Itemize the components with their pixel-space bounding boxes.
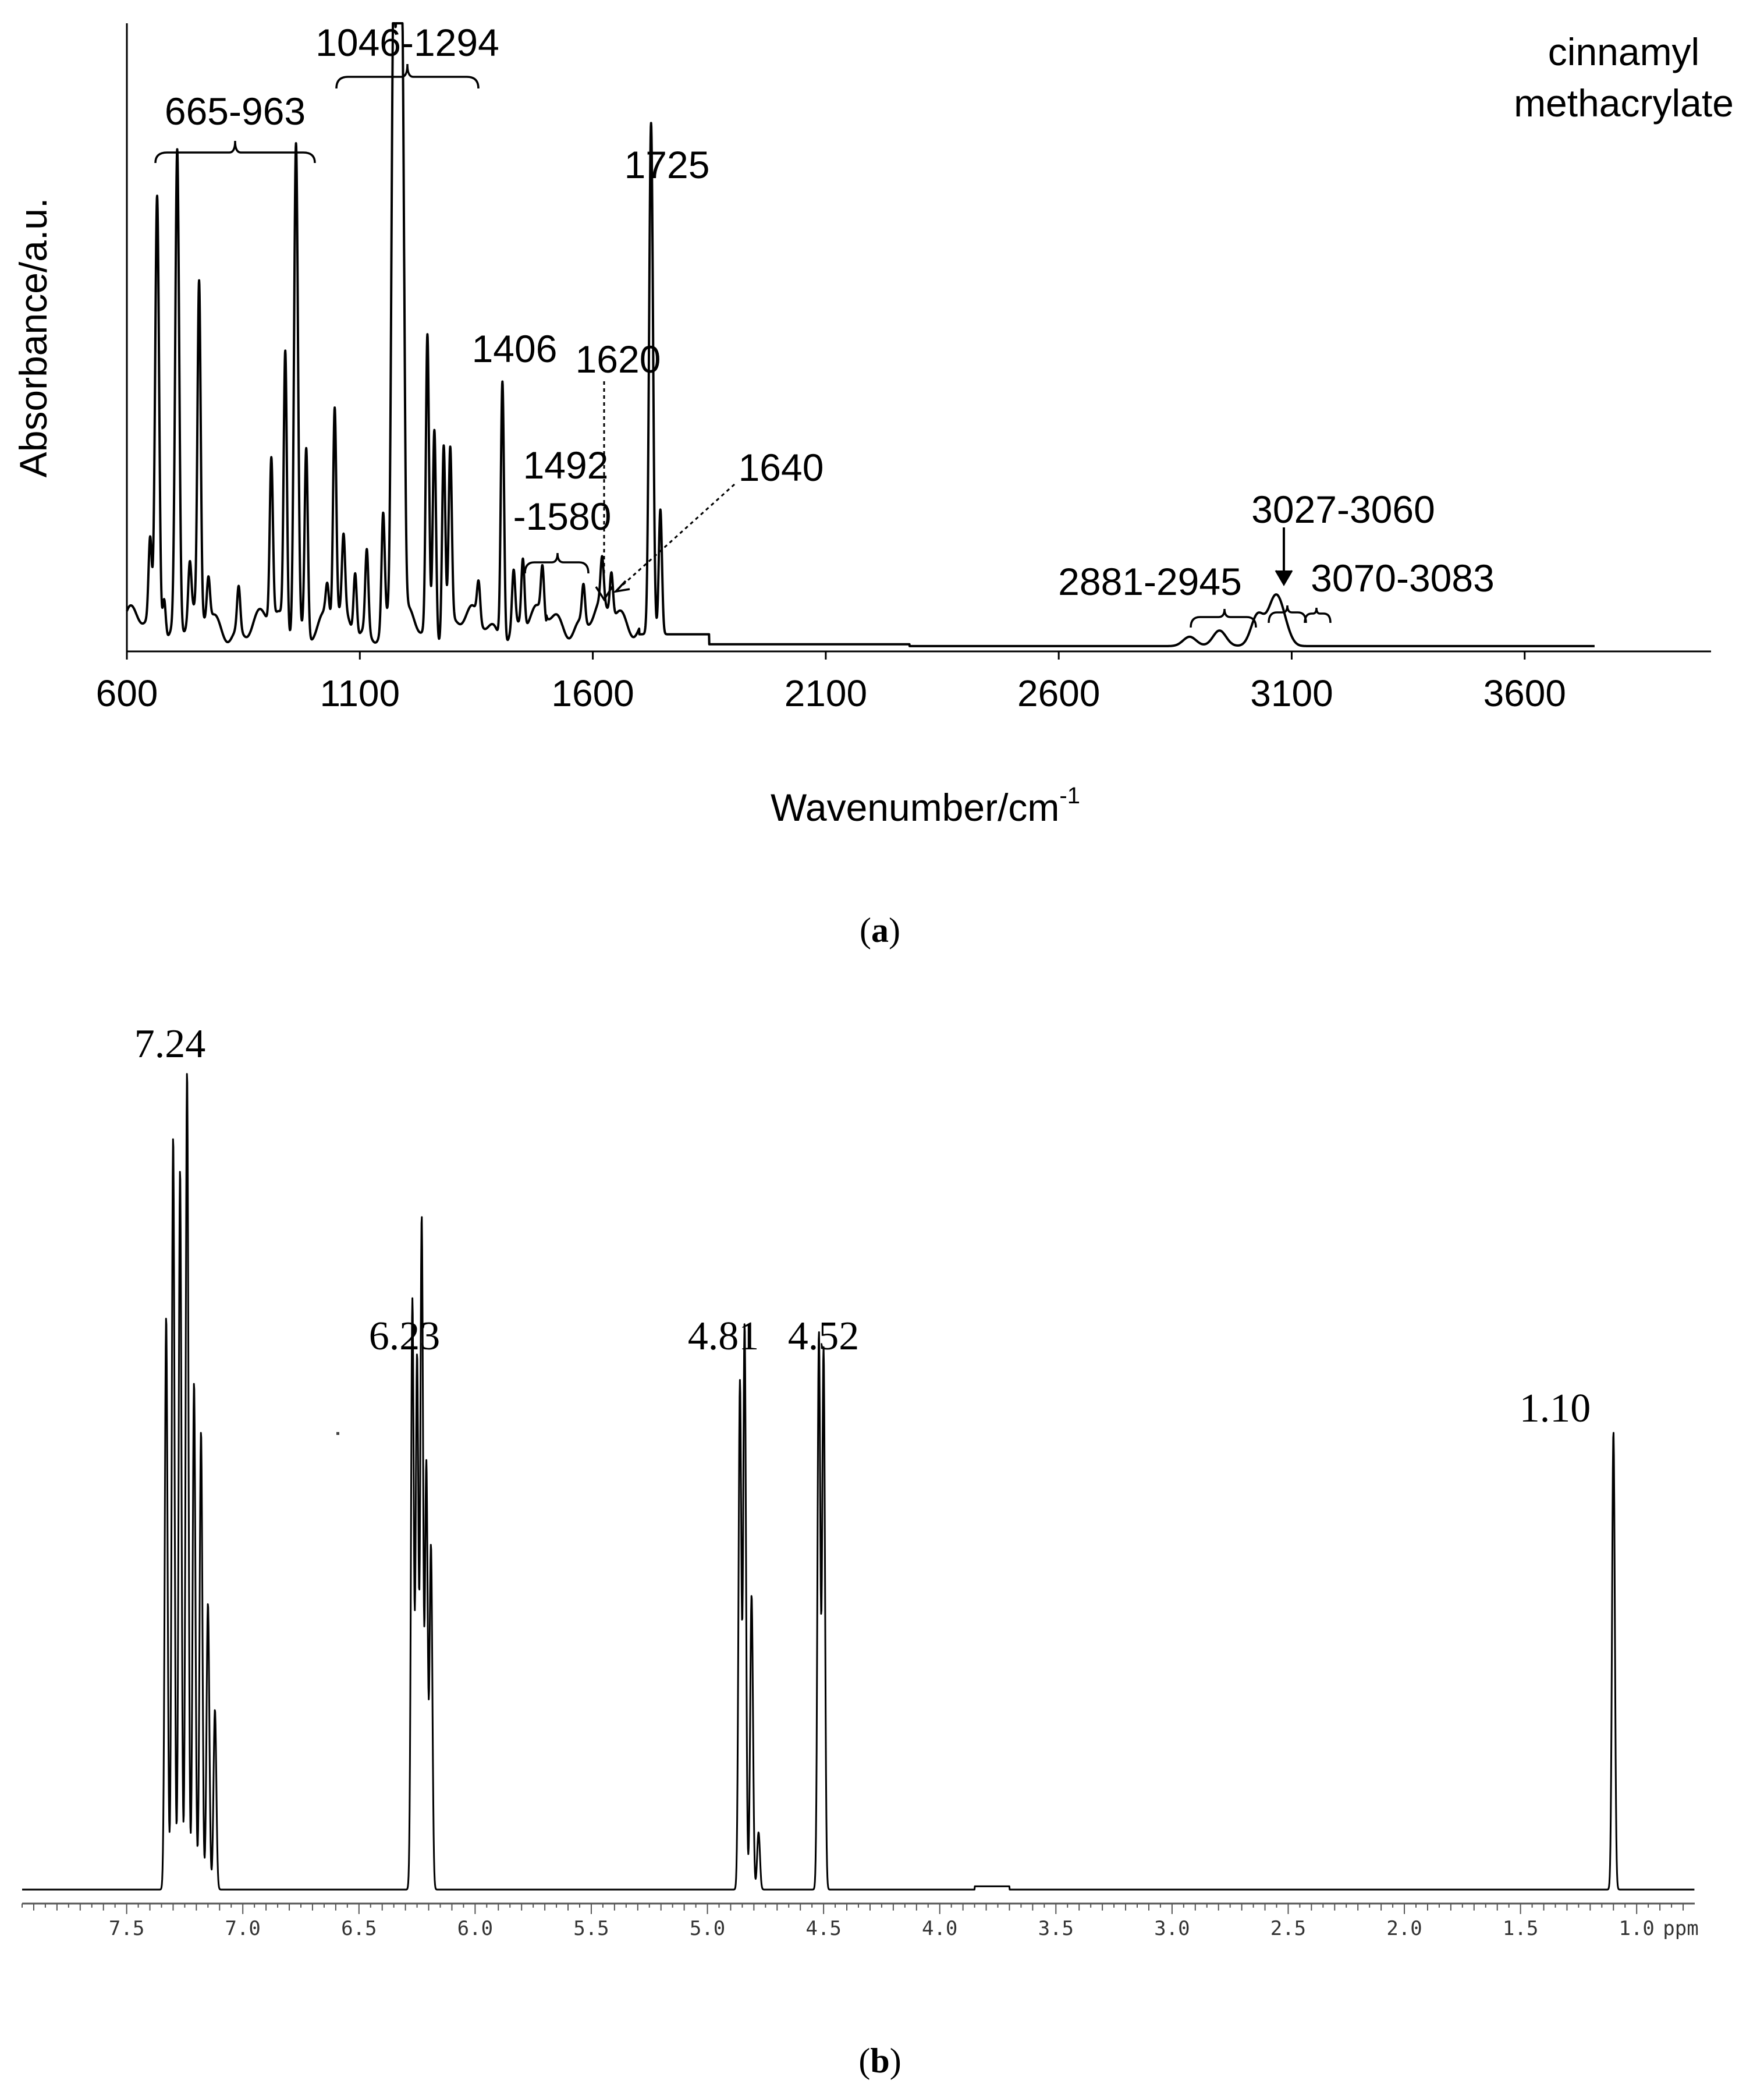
ir-x-tick-label: 3100 [1250, 672, 1333, 714]
nmr-x-tick-label: 4.0 [922, 1917, 957, 1940]
ir-brace-665-963 [154, 140, 316, 164]
nmr-x-unit-label: ppm [1663, 1917, 1698, 1940]
ir-chart-title-line1: cinnamyl [1548, 30, 1699, 73]
nmr-x-tick-label: 5.5 [573, 1917, 609, 1940]
nmr-x-tick-label: 1.0 [1619, 1917, 1654, 1940]
ir-x-tick-label: 600 [96, 672, 158, 714]
ir-annotation-1406: 1406 [472, 327, 558, 370]
ir-leader-1640 [617, 483, 736, 590]
ir-annotation-1580: -1580 [513, 495, 612, 538]
nmr-x-tick-label: 7.5 [109, 1917, 144, 1940]
nmr-artifact-dot [336, 1432, 339, 1435]
nmr-spectrum-line [22, 1073, 1695, 1891]
ir-annotation-3027-3060: 3027-3060 [1251, 488, 1435, 531]
ir-annotation-1640: 1640 [739, 446, 824, 489]
nmr-x-tick-label: 6.5 [341, 1917, 377, 1940]
nmr-x-tick-label: 3.0 [1154, 1917, 1190, 1940]
ir-x-tick-label: 2100 [785, 672, 867, 714]
ir-arrowhead-1620 [595, 586, 613, 602]
ir-x-axis-title: Wavenumber/cm-1 [771, 783, 1080, 829]
nmr-annotation-4.81: 4.81 [688, 1314, 759, 1359]
caption-b-letter: b [870, 2042, 889, 2080]
ir-annotation-665-963: 665-963 [165, 90, 306, 133]
ir-annotation-1492: 1492 [523, 444, 609, 487]
caption-a-letter: a [871, 911, 889, 949]
nmr-annotation-7.24: 7.24 [134, 1022, 206, 1066]
ir-spectrum-line [126, 22, 1596, 647]
nmr-x-tick-label: 3.5 [1038, 1917, 1074, 1940]
nmr-annotation-1.10: 1.10 [1520, 1386, 1591, 1431]
ir-annotation-1620: 1620 [576, 338, 661, 381]
nmr-annotation-6.23: 6.23 [369, 1314, 441, 1359]
nmr-x-tick-label: 2.5 [1270, 1917, 1306, 1940]
caption-a: (a) [860, 911, 900, 949]
nmr-x-tick-label: 4.5 [805, 1917, 841, 1940]
nmr-x-tick-label: 5.0 [690, 1917, 725, 1940]
ir-x-tick-label: 2600 [1017, 672, 1100, 714]
ir-arrowhead-3027-3060 [1275, 570, 1293, 586]
ir-spectrum-panel: 600 1100 1600 2100 2600 3100 3600 Absorbance/a… [12, 21, 1734, 829]
ir-x-axis-title-sup: -1 [1059, 783, 1080, 809]
ir-arrowhead-1640 [613, 580, 630, 593]
nmr-x-tick-label: 1.5 [1503, 1917, 1538, 1940]
ir-brace-1492-1580 [524, 552, 590, 574]
ir-y-axis-title: Absorbance/a.u. [12, 198, 55, 478]
ir-x-ticks: 600 1100 1600 2100 2600 3100 3600 [96, 651, 1566, 714]
nmr-x-ticks: 7.5 7.0 6.5 6.0 5.5 5.0 4.5 4.0 3.5 3.0 2.5 2.0 1.5 1… [22, 1904, 1699, 1940]
ir-x-axis-title-text: Wavenumber/cm [771, 786, 1059, 829]
nmr-x-tick-label: 7.0 [225, 1917, 260, 1940]
ir-brace-3027-3060 [1268, 605, 1307, 623]
ir-brace-2881-2945 [1190, 608, 1257, 628]
ir-annotation-3070-3083: 3070-3083 [1311, 557, 1495, 600]
ir-annotation-2881-2945: 2881-2945 [1058, 560, 1242, 603]
ir-annotation-1725: 1725 [624, 143, 710, 186]
ir-brace-3070-3083 [1304, 607, 1332, 623]
ir-brace-1046-1294 [335, 63, 480, 89]
nmr-x-tick-label: 2.0 [1386, 1917, 1422, 1940]
ir-x-tick-label: 1100 [320, 672, 400, 714]
ir-x-tick-label: 1600 [551, 672, 634, 714]
nmr-annotation-4.52: 4.52 [788, 1314, 860, 1359]
nmr-spectrum-panel: 7.5 7.0 6.5 6.0 5.5 5.0 4.5 4.0 3.5 3.0 2.5 2.0 1.5 1… [22, 1022, 1699, 1940]
ir-annotation-1046-1294: 1046-1294 [315, 21, 499, 64]
ir-chart-title-line2: methacrylate [1514, 81, 1734, 125]
caption-b: (b) [858, 2042, 901, 2080]
ir-x-tick-label: 3600 [1483, 672, 1566, 714]
nmr-x-tick-label: 6.0 [457, 1917, 493, 1940]
